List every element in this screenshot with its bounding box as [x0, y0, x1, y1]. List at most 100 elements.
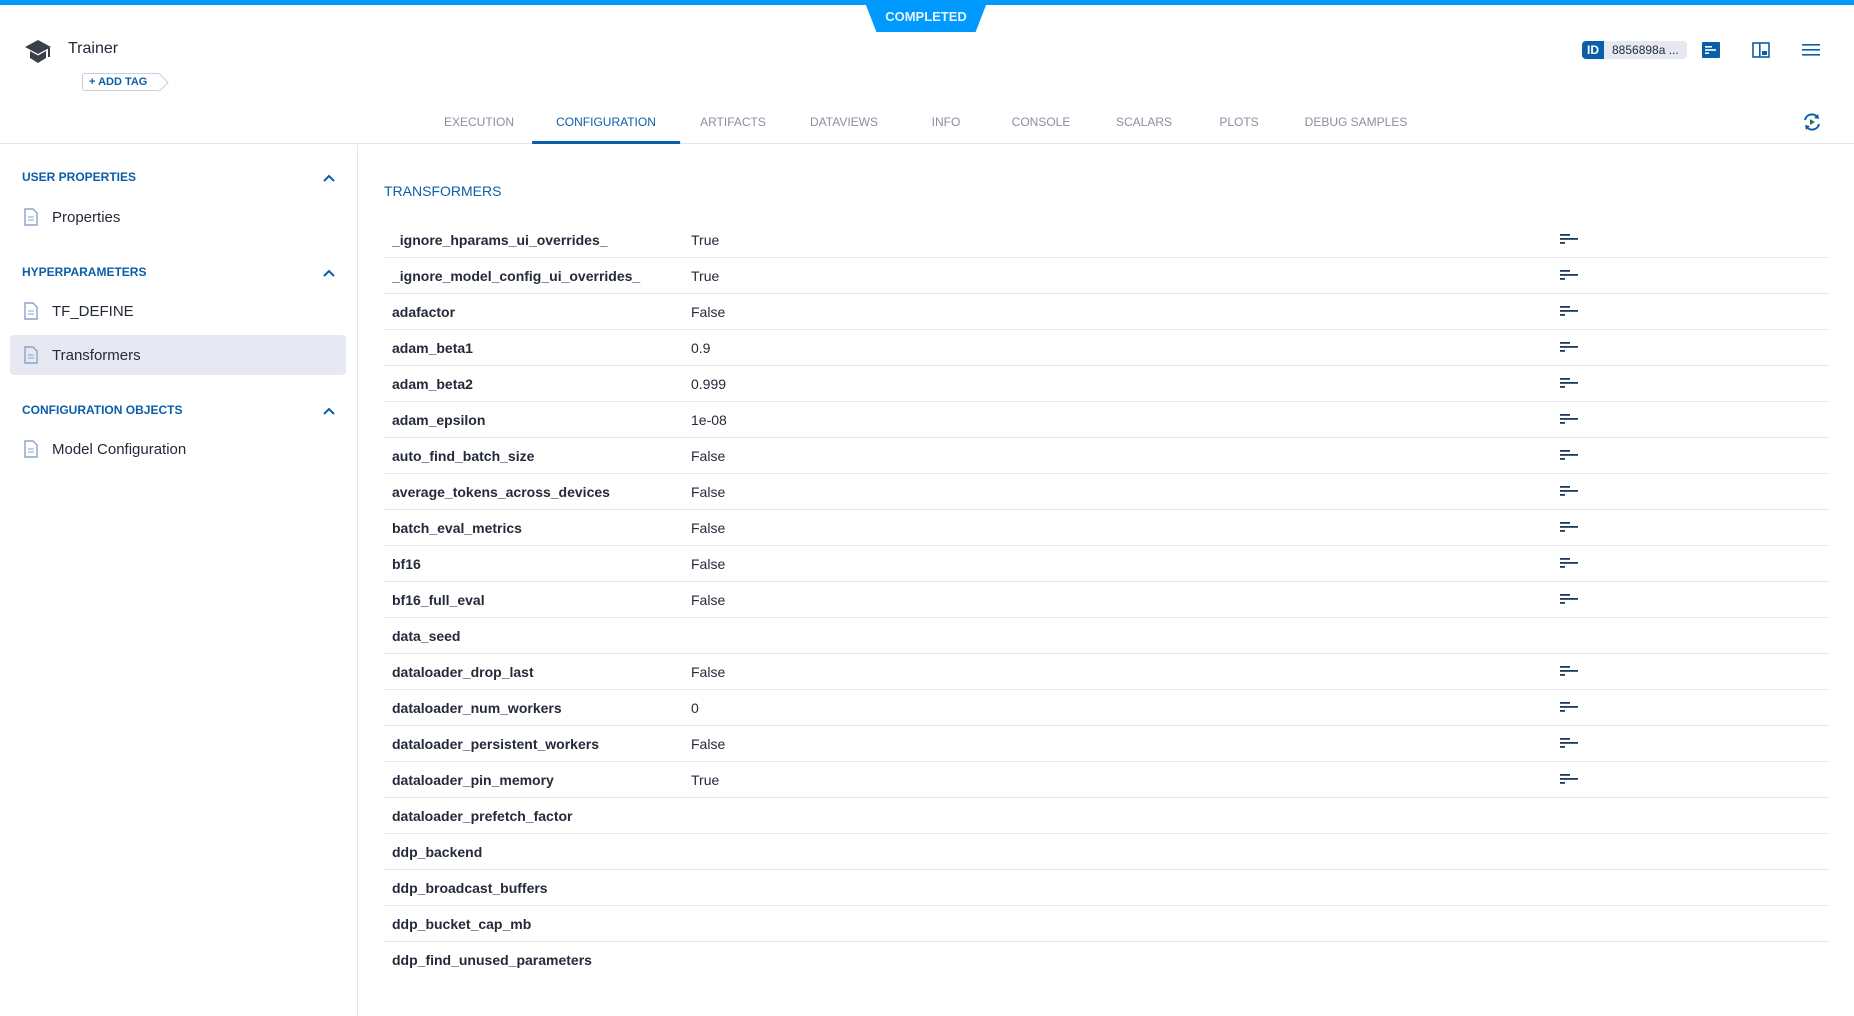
param-name: dataloader_persistent_workers: [392, 735, 599, 752]
sidebar-item-label: Properties: [52, 208, 121, 226]
param-value: False: [691, 555, 726, 572]
details-panel-icon[interactable]: [1702, 42, 1720, 58]
param-name: bf16: [392, 555, 421, 572]
param-name: bf16_full_eval: [392, 591, 485, 608]
param-value: False: [691, 591, 726, 608]
auto-refresh-icon[interactable]: [1802, 112, 1822, 132]
param-name: ddp_backend: [392, 843, 483, 860]
table-row: _ignore_model_config_ui_overrides_ True: [384, 258, 1829, 294]
param-value: False: [691, 483, 726, 500]
param-value: True: [691, 267, 720, 284]
description-icon[interactable]: [1560, 557, 1578, 569]
param-name: auto_find_batch_size: [392, 447, 535, 464]
description-icon[interactable]: [1560, 485, 1578, 497]
param-name: data_seed: [392, 627, 461, 644]
tab-debug-samples[interactable]: DEBUG SAMPLES: [1304, 115, 1408, 129]
tab-configuration[interactable]: CONFIGURATION: [532, 100, 680, 144]
layout-toggle-icon[interactable]: [1752, 42, 1770, 58]
description-icon[interactable]: [1560, 449, 1578, 461]
section-hyperparameters[interactable]: HYPERPARAMETERS: [22, 265, 147, 279]
table-row: average_tokens_across_devices False: [384, 474, 1829, 510]
chevron-up-icon[interactable]: [322, 173, 336, 183]
table-row: bf16_full_eval False: [384, 582, 1829, 618]
table-row: _ignore_hparams_ui_overrides_ True: [384, 222, 1829, 258]
param-name: _ignore_model_config_ui_overrides_: [392, 267, 641, 284]
param-name: adafactor: [392, 303, 456, 320]
param-name: dataloader_num_workers: [392, 699, 562, 716]
tab-artifacts[interactable]: ARTIFACTS: [700, 115, 766, 129]
table-row: ddp_bucket_cap_mb: [384, 906, 1829, 942]
sidebar: USER PROPERTIES Properties HYPERPARAMETE…: [0, 145, 358, 1016]
param-value: False: [691, 303, 726, 320]
description-icon[interactable]: [1560, 233, 1578, 245]
tab-scalars[interactable]: SCALARS: [1115, 115, 1173, 129]
sidebar-item-properties[interactable]: Properties: [10, 197, 346, 237]
param-value: True: [691, 231, 720, 248]
table-row: adafactor False: [384, 294, 1829, 330]
description-icon[interactable]: [1560, 665, 1578, 677]
id-label: ID: [1582, 41, 1604, 59]
sidebar-item-label: Transformers: [52, 346, 141, 364]
sidebar-item-transformers[interactable]: Transformers: [10, 335, 346, 375]
param-name: adam_beta1: [392, 339, 473, 356]
document-icon: [24, 208, 38, 226]
id-value: 8856898a ...: [1604, 41, 1687, 59]
table-row: ddp_find_unused_parameters: [384, 942, 1829, 978]
sidebar-item-model-configuration[interactable]: Model Configuration: [10, 429, 346, 469]
table-row: data_seed: [384, 618, 1829, 654]
description-icon[interactable]: [1560, 413, 1578, 425]
section-user-properties[interactable]: USER PROPERTIES: [22, 170, 137, 184]
tab-info[interactable]: INFO: [931, 115, 961, 129]
status-badge: COMPLETED: [864, 0, 988, 32]
param-value: 1e-08: [691, 411, 727, 428]
description-icon[interactable]: [1560, 341, 1578, 353]
tab-plots[interactable]: PLOTS: [1219, 115, 1259, 129]
description-icon[interactable]: [1560, 521, 1578, 533]
description-icon[interactable]: [1560, 737, 1578, 749]
tab-console[interactable]: CONSOLE: [1011, 115, 1071, 129]
table-row: dataloader_pin_memory True: [384, 762, 1829, 798]
param-name: adam_epsilon: [392, 411, 486, 428]
chevron-up-icon[interactable]: [322, 268, 336, 278]
table-row: adam_beta2 0.999: [384, 366, 1829, 402]
table-row: dataloader_persistent_workers False: [384, 726, 1829, 762]
section-heading: TRANSFORMERS: [384, 183, 502, 199]
add-tag-button[interactable]: + ADD TAG: [82, 73, 160, 91]
document-icon: [24, 346, 38, 364]
section-configuration-objects[interactable]: CONFIGURATION OBJECTS: [22, 403, 183, 417]
sidebar-item-label: TF_DEFINE: [52, 302, 134, 320]
sidebar-item-label: Model Configuration: [52, 440, 187, 458]
description-icon[interactable]: [1560, 593, 1578, 605]
description-icon[interactable]: [1560, 305, 1578, 317]
hyperparameter-table: _ignore_hparams_ui_overrides_ True _ignore…: [384, 222, 1829, 978]
sidebar-item-tf-define[interactable]: TF_DEFINE: [10, 291, 346, 331]
tab-bar: EXECUTION CONFIGURATION ARTIFACTS DATAVI…: [0, 100, 1854, 144]
description-icon[interactable]: [1560, 773, 1578, 785]
description-icon[interactable]: [1560, 701, 1578, 713]
document-icon: [24, 440, 38, 458]
param-name: batch_eval_metrics: [392, 519, 522, 536]
param-name: ddp_find_unused_parameters: [392, 952, 592, 968]
table-row: dataloader_prefetch_factor: [384, 798, 1829, 834]
description-icon[interactable]: [1560, 269, 1578, 281]
param-value: False: [691, 519, 726, 536]
table-row: bf16 False: [384, 546, 1829, 582]
table-row: dataloader_drop_last False: [384, 654, 1829, 690]
task-title: Trainer: [68, 40, 119, 57]
tab-execution[interactable]: EXECUTION: [443, 115, 515, 129]
table-row: auto_find_batch_size False: [384, 438, 1829, 474]
description-icon[interactable]: [1560, 377, 1578, 389]
chevron-up-icon[interactable]: [322, 406, 336, 416]
param-name: ddp_bucket_cap_mb: [392, 915, 532, 932]
tab-dataviews[interactable]: DATAVIEWS: [809, 115, 879, 129]
table-row: adam_beta1 0.9: [384, 330, 1829, 366]
table-row: adam_epsilon 1e-08: [384, 402, 1829, 438]
task-id-badge[interactable]: ID 8856898a ...: [1582, 41, 1687, 59]
param-value: True: [691, 771, 720, 788]
param-value: False: [691, 735, 726, 752]
param-name: average_tokens_across_devices: [392, 483, 610, 500]
menu-icon[interactable]: [1802, 42, 1820, 58]
document-icon: [24, 302, 38, 320]
param-value: 0.9: [691, 339, 711, 356]
param-name: ddp_broadcast_buffers: [392, 879, 548, 896]
